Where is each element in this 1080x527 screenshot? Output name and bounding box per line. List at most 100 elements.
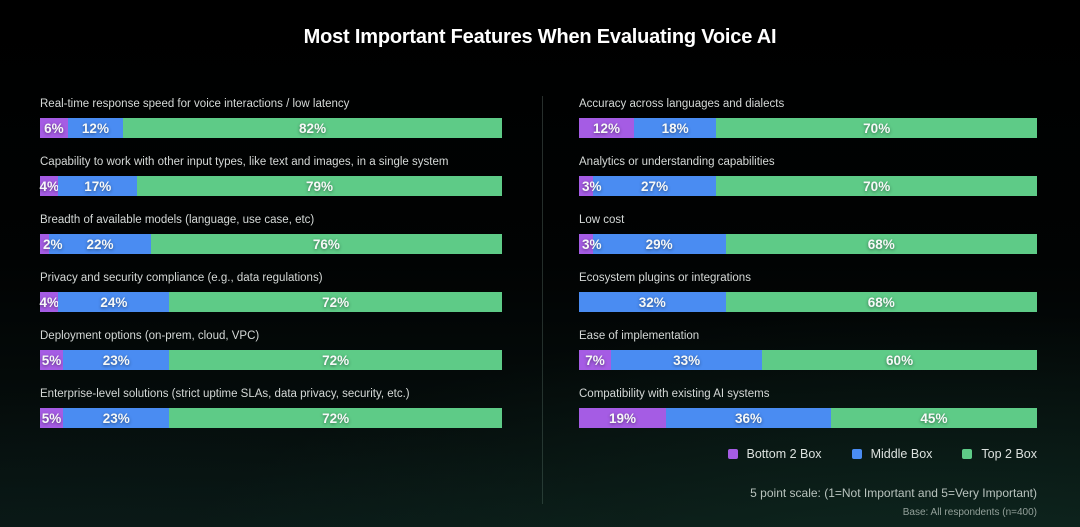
segment-value: 5% <box>41 410 62 426</box>
bar-segment-middle: 24% <box>58 292 170 312</box>
feature-row: Enterprise-level solutions (strict uptim… <box>40 387 502 428</box>
bar-segment-bottom2: 19% <box>579 408 667 428</box>
stacked-bar: 6% 12% 82% <box>40 118 502 138</box>
segment-value: 6% <box>44 120 64 136</box>
scale-note: 5 point scale: (1=Not Important and 5=Ve… <box>750 486 1037 500</box>
bar-segment-middle: 23% <box>63 408 170 428</box>
stacked-bar: 4% 24% 72% <box>39 292 502 312</box>
bar-segment-bottom2: 5% <box>40 350 64 370</box>
bar-segment-middle: 22% <box>49 234 151 254</box>
feature-row: Ease of implementation 7% 33% 60% <box>579 329 1037 370</box>
feature-label: Enterprise-level solutions (strict uptim… <box>40 388 410 400</box>
legend-swatch <box>962 449 973 459</box>
bar-segment-top2: 45% <box>830 408 1037 428</box>
segment-value: 45% <box>920 410 948 426</box>
segment-value: 23% <box>102 352 130 368</box>
bar-segment-top2: 82% <box>123 118 502 138</box>
bar-segment-top2: 68% <box>725 292 1037 312</box>
bar-segment-top2: 70% <box>716 176 1037 196</box>
legend-swatch <box>851 449 862 459</box>
legend-swatch <box>727 449 738 459</box>
segment-value: 33% <box>673 352 701 368</box>
feature-label: Privacy and security compliance (e.g., d… <box>40 272 323 284</box>
bar-segment-top2: 72% <box>169 350 502 370</box>
stacked-bar: 4% 17% 79% <box>39 176 502 196</box>
legend: Bottom 2 Box Middle Box Top 2 Box <box>727 447 1037 461</box>
feature-row: Low cost 3% 29% 68% <box>579 213 1037 254</box>
legend-label: Bottom 2 Box <box>746 447 822 461</box>
segment-value: 60% <box>886 352 914 368</box>
stacked-bar: 12% 18% 70% <box>579 118 1037 138</box>
segment-value: 5% <box>41 352 62 368</box>
stacked-bar: 3% 27% 70% <box>579 176 1037 196</box>
feature-label: Low cost <box>579 214 625 226</box>
legend-item-middle-box: Middle Box <box>851 447 933 461</box>
bar-segment-bottom2: 2% <box>40 234 63 254</box>
feature-label: Real-time response speed for voice inter… <box>40 98 350 110</box>
bar-segment-middle: 36% <box>666 408 831 428</box>
segment-value: 68% <box>867 294 895 310</box>
segment-value: 36% <box>734 410 762 426</box>
feature-row: Capability to work with other input type… <box>39 155 502 196</box>
segment-value: 4% <box>39 178 59 194</box>
feature-label: Deployment options (on-prem, cloud, VPC) <box>40 330 260 342</box>
segment-value: 72% <box>322 352 350 368</box>
chart-column-left: Real-time response speed for voice inter… <box>39 97 502 445</box>
segment-value: 70% <box>863 120 891 136</box>
feature-row: Analytics or understanding capabilities 3… <box>579 155 1037 196</box>
segment-value: 7% <box>585 352 605 368</box>
stacked-bar: 2% 22% 76% <box>40 234 502 254</box>
feature-row: Breadth of available models (language, u… <box>40 213 502 254</box>
segment-value: 24% <box>100 294 128 310</box>
bar-segment-bottom2: 4% <box>39 176 59 196</box>
segment-value: 19% <box>608 410 637 426</box>
segment-value: 27% <box>641 178 669 194</box>
stacked-bar: 5% 23% 72% <box>40 408 502 428</box>
feature-label: Capability to work with other input type… <box>40 156 449 168</box>
segment-value: 17% <box>84 178 112 194</box>
feature-row: Compatibility with existing AI systems 19… <box>579 387 1037 428</box>
feature-label: Accuracy across languages and dialects <box>579 98 785 110</box>
bar-segment-bottom2: 7% <box>579 350 612 370</box>
bar-segment-bottom2: 6% <box>40 118 68 138</box>
feature-row: Ecosystem plugins or integrations 32% 68% <box>579 271 1037 312</box>
segment-value: 32% <box>638 294 666 310</box>
legend-label: Middle Box <box>870 447 933 461</box>
bar-segment-middle: 27% <box>592 176 717 196</box>
bar-segment-middle: 33% <box>611 350 763 370</box>
bar-segment-top2: 68% <box>725 234 1037 254</box>
bar-segment-bottom2: 12% <box>579 118 634 138</box>
chart-column-right: Accuracy across languages and dialects 12… <box>579 97 1037 445</box>
bar-segment-middle: 29% <box>592 234 726 254</box>
segment-value: 12% <box>592 120 620 136</box>
legend-item-top-2-box: Top 2 Box <box>962 447 1037 461</box>
segment-value: 68% <box>867 236 895 252</box>
segment-value: 76% <box>312 236 340 252</box>
chart-title: Most Important Features When Evaluating … <box>303 26 777 48</box>
bar-segment-bottom2: 3% <box>579 176 602 196</box>
bar-segment-middle: 18% <box>633 118 717 138</box>
bar-segment-middle: 17% <box>58 176 137 196</box>
segment-value: 29% <box>645 236 673 252</box>
segment-value: 22% <box>86 236 114 252</box>
segment-value: 23% <box>102 410 130 426</box>
column-divider <box>542 96 543 504</box>
bar-segment-bottom2: 3% <box>579 234 602 254</box>
feature-label: Analytics or understanding capabilities <box>579 156 775 168</box>
segment-value: 79% <box>305 178 333 194</box>
stacked-bar: 5% 23% 72% <box>40 350 502 370</box>
bar-segment-middle: 12% <box>67 118 124 138</box>
stacked-bar: 32% 68% <box>579 292 1037 312</box>
legend-label: Top 2 Box <box>981 447 1037 461</box>
bar-segment-top2: 72% <box>169 292 502 312</box>
bar-segment-top2: 72% <box>169 408 502 428</box>
feature-row: Privacy and security compliance (e.g., d… <box>39 271 502 312</box>
bar-segment-middle: 23% <box>63 350 170 370</box>
segment-value: 70% <box>863 178 891 194</box>
segment-value: 82% <box>299 120 327 136</box>
bar-segment-top2: 76% <box>150 234 502 254</box>
stacked-bar: 3% 29% 68% <box>579 234 1037 254</box>
segment-value: 3% <box>582 236 602 252</box>
base-note: Base: All respondents (n=400) <box>902 507 1037 518</box>
segment-value: 2% <box>43 236 63 252</box>
